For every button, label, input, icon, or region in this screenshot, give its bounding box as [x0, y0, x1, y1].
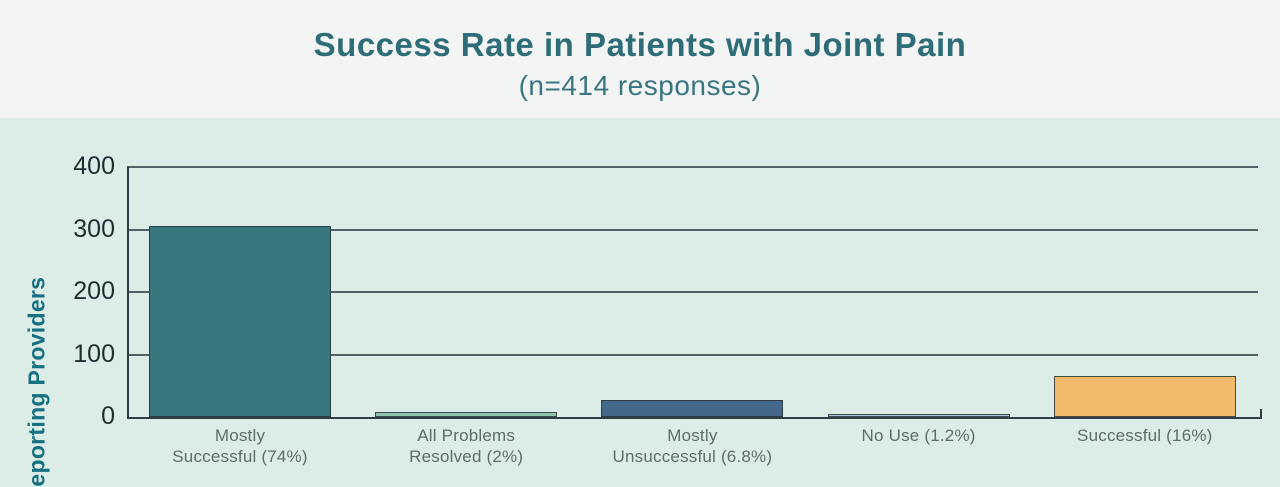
x-category-label: No Use (1.2%) [861, 426, 976, 445]
bar-all-problems-resolved-2 [375, 412, 558, 417]
x-category-label: Mostly Unsuccessful (6.8%) [612, 426, 773, 466]
chart-subtitle: (n=414 responses) [518, 70, 762, 101]
bar-successful-16 [1053, 375, 1236, 417]
gridline-y-100 [127, 353, 1258, 356]
gridline-y-400 [127, 166, 1258, 168]
chart-area: # of Reporting Providers 0 100 200 300 400 Mo… [0, 118, 1280, 487]
x-axis-line [127, 417, 1262, 419]
gridline-y-200 [127, 291, 1258, 293]
x-category-label: Mostly Successful (74%) [172, 426, 308, 466]
x-category-label: All Problems Resolved (2%) [409, 426, 524, 466]
chart-title: Success Rate in Patients with Joint Pain [313, 26, 967, 63]
bar-mostly-successful-74 [149, 225, 331, 417]
gridline-y-300 [127, 228, 1258, 231]
bar-mostly-unsuccessful-6-8 [601, 399, 784, 417]
x-category-label: Successful (16%) [1077, 426, 1213, 445]
chart-header: Success Rate in Patients with Joint Pain… [0, 0, 1280, 118]
y-tick-label: 200 [73, 277, 115, 305]
bar-no-use-1-2 [827, 413, 1010, 417]
y-tick-label: 400 [73, 152, 115, 180]
y-tick-label: 300 [73, 214, 115, 243]
x-axis-end-tick [1260, 409, 1262, 418]
y-tick-label: 0 [101, 402, 115, 430]
y-tick-label: 100 [73, 339, 115, 368]
y-axis-line [127, 167, 129, 417]
